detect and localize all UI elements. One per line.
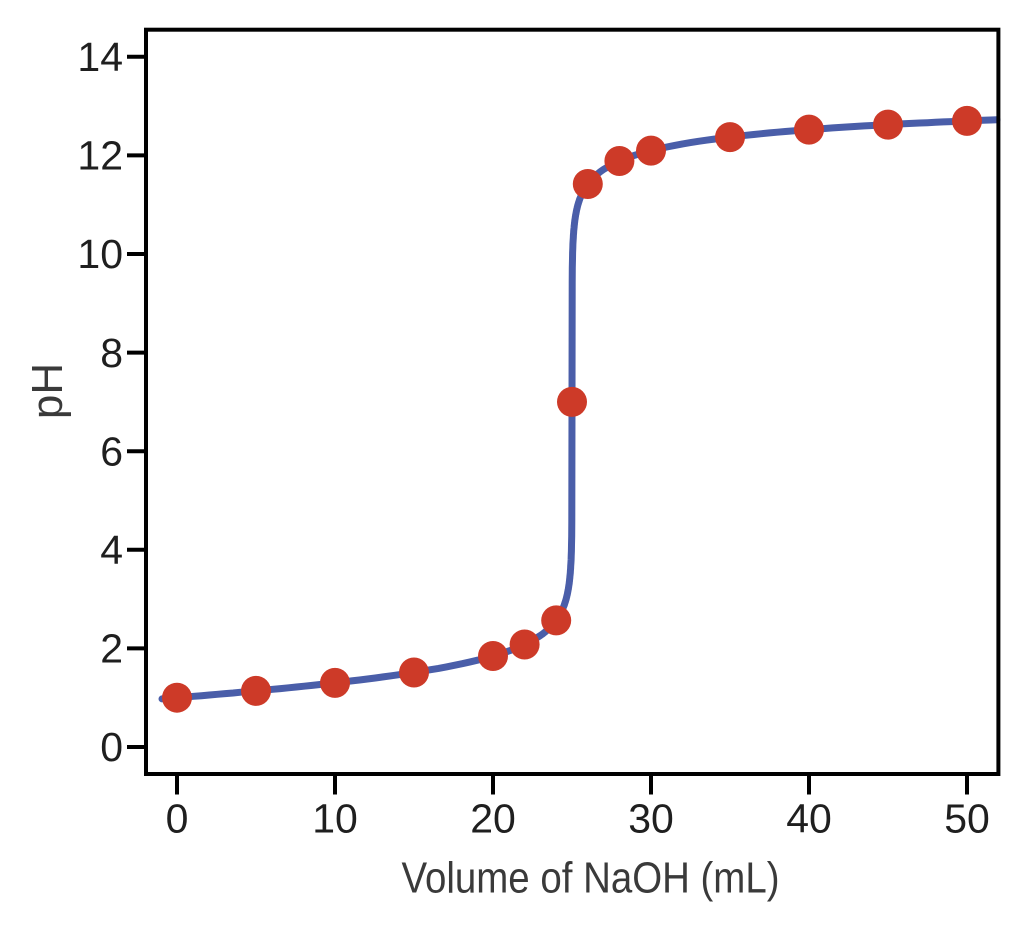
svg-text:0: 0 — [166, 796, 189, 842]
svg-text:4: 4 — [100, 527, 123, 573]
svg-text:40: 40 — [786, 796, 832, 842]
svg-text:30: 30 — [628, 796, 674, 842]
svg-text:20: 20 — [470, 796, 516, 842]
svg-text:2: 2 — [100, 626, 123, 672]
svg-text:10: 10 — [77, 231, 123, 277]
svg-text:50: 50 — [944, 796, 990, 842]
svg-text:12: 12 — [77, 133, 123, 179]
svg-text:0: 0 — [100, 724, 123, 770]
svg-text:8: 8 — [100, 330, 123, 376]
svg-text:pH: pH — [23, 363, 72, 419]
svg-text:6: 6 — [100, 428, 123, 474]
svg-text:10: 10 — [312, 796, 358, 842]
svg-text:14: 14 — [77, 34, 123, 80]
svg-text:Volume of NaOH (mL): Volume of NaOH (mL) — [402, 854, 780, 903]
